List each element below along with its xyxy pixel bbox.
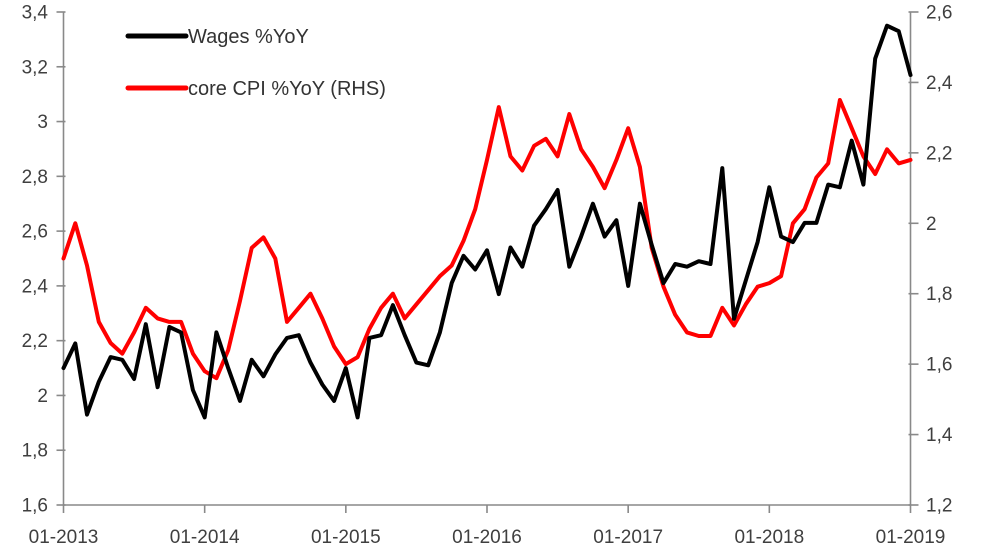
x-axis-tick-label: 01-2013 [29,527,99,548]
right-axis-tick-label: 1,8 [926,284,952,305]
axes-layer: 1,6 1,8 2 2,2 2,4 2,6 2,8 3 3,2 3,4 1,2 1,4 1,6 1,8 2 2… [22,3,953,549]
right-axis-tick-label: 2,2 [926,143,952,164]
left-axis-tick-label: 1,8 [22,441,48,462]
core-cpi-line [61,98,913,381]
legend: Wages %YoY core CPI %YoY (RHS) [125,26,386,100]
left-axis-tick-label: 2,6 [22,222,48,243]
wages-line [61,23,913,420]
x-axis-tick-label: 01-2018 [734,527,804,548]
right-axis-tick-label: 1,2 [926,496,952,517]
legend-item-wages: Wages %YoY [125,26,309,48]
left-axis-tick-label: 2 [37,386,48,407]
right-axis-tick-label: 2 [926,214,937,235]
right-axis-tick-label: 2,6 [926,3,952,24]
x-axis-tick-label: 01-2016 [452,527,522,548]
right-axis-tick-label: 1,6 [926,355,952,376]
left-axis-tick-label: 3,4 [22,3,49,24]
legend-label-wages: Wages %YoY [188,26,309,48]
left-axis-tick-label: 1,6 [22,496,48,517]
x-axis-tick-label: 01-2014 [170,527,240,548]
left-axis-tick-label: 2,2 [22,331,48,352]
legend-label-core-cpi: core CPI %YoY (RHS) [188,78,386,100]
right-axis-tick-label: 2,4 [926,73,953,94]
left-axis-tick-label: 3,2 [22,57,48,78]
x-axis-tick-label: 01-2015 [311,527,381,548]
x-axis-tick-label: 01-2019 [876,527,946,548]
left-axis-tick-label: 2,4 [22,276,49,297]
right-axis-tick-label: 1,4 [926,425,953,446]
series-layer [61,23,913,420]
left-axis-tick-label: 3 [37,112,48,133]
legend-item-core-cpi: core CPI %YoY (RHS) [125,78,386,100]
left-axis-tick-label: 2,8 [22,167,48,188]
x-axis-tick-label: 01-2017 [593,527,663,548]
